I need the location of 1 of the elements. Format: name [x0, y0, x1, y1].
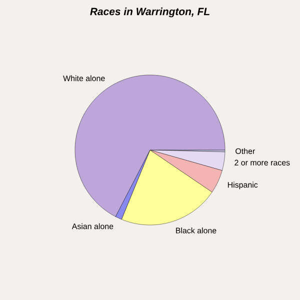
chart-title: Races in Warrington, FL [90, 8, 210, 18]
